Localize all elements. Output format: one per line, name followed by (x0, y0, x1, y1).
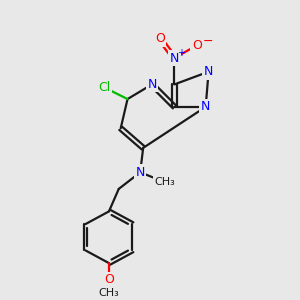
Text: CH₃: CH₃ (99, 288, 119, 298)
Text: N: N (136, 166, 145, 179)
Text: N: N (170, 52, 179, 64)
Text: N: N (201, 100, 210, 113)
Text: O: O (155, 32, 165, 45)
Text: N: N (147, 78, 157, 91)
Text: −: − (202, 35, 213, 48)
Text: O: O (104, 273, 114, 286)
Text: CH₃: CH₃ (154, 177, 175, 187)
Text: N: N (204, 65, 213, 78)
Text: O: O (192, 39, 202, 52)
Text: +: + (177, 48, 185, 58)
Text: Cl: Cl (98, 81, 110, 94)
